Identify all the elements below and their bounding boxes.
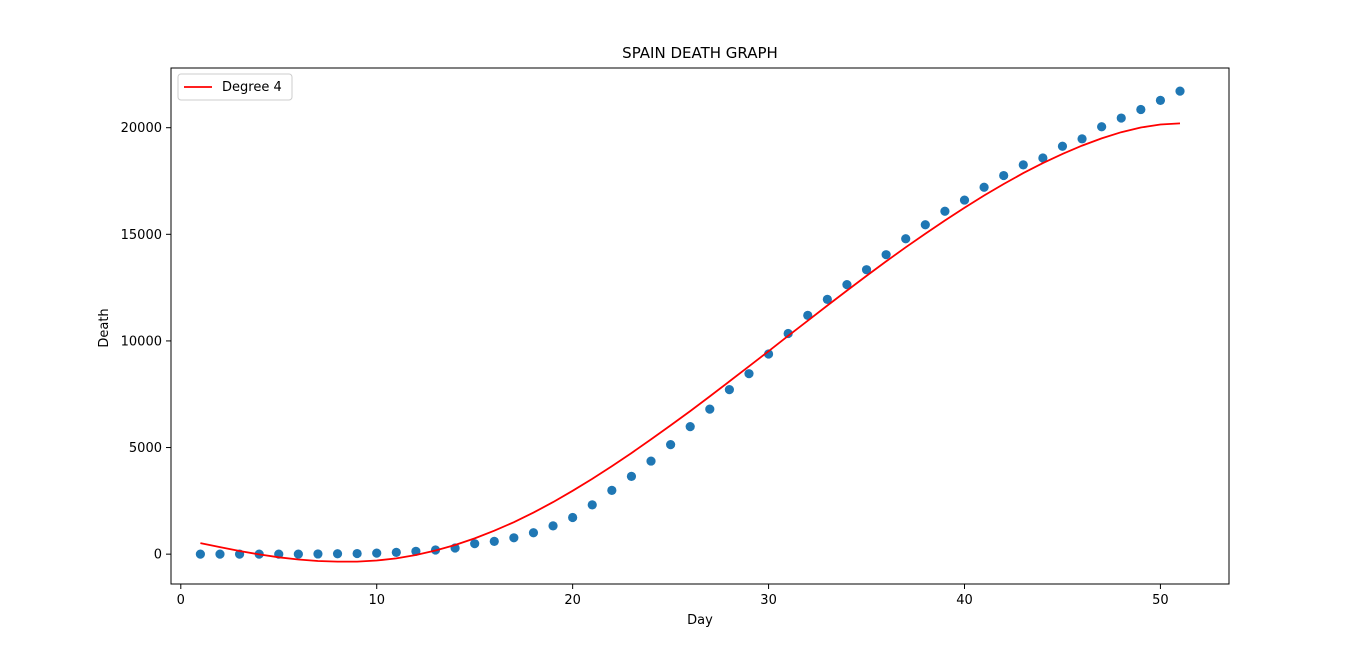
legend-box — [177, 73, 293, 101]
y-axis-label: Death — [97, 308, 112, 347]
data-point — [1057, 141, 1068, 151]
data-point — [842, 280, 852, 290]
data-point — [528, 528, 539, 538]
data-point — [646, 456, 656, 466]
data-point — [999, 170, 1009, 181]
data-point — [1116, 113, 1126, 123]
data-point — [548, 521, 558, 531]
data-point — [901, 234, 911, 244]
data-point — [626, 471, 637, 481]
data-point — [293, 549, 303, 559]
data-point — [881, 250, 891, 260]
y-tick-label: 5000 — [129, 441, 162, 456]
series-line-degree-4 — [200, 122, 1181, 563]
data-point — [666, 439, 676, 450]
data-point — [332, 549, 343, 559]
data-point — [489, 536, 499, 546]
data-point — [1038, 153, 1048, 163]
data-point — [940, 206, 950, 216]
data-point — [979, 182, 989, 192]
data-point — [763, 349, 774, 359]
data-point — [920, 220, 930, 230]
legend: Degree 4 — [177, 73, 293, 101]
data-point — [1018, 160, 1028, 170]
data-point — [959, 195, 970, 205]
data-point — [607, 485, 617, 495]
data-point — [822, 294, 832, 305]
data-point — [744, 369, 754, 379]
plot-area — [170, 67, 1230, 585]
data-point — [313, 549, 323, 559]
data-point — [685, 421, 695, 432]
data-point — [1136, 104, 1146, 115]
x-tick-label: 40 — [956, 593, 973, 608]
data-point — [470, 539, 480, 549]
chart-title: SPAIN DEATH GRAPH — [622, 44, 778, 62]
y-tick-label: 10000 — [121, 334, 162, 349]
data-point — [195, 549, 205, 559]
y-tick-label: 15000 — [121, 228, 162, 243]
x-tick-label: 50 — [1152, 593, 1169, 608]
data-point — [587, 500, 597, 510]
data-point — [391, 547, 401, 557]
data-point — [783, 328, 793, 339]
data-point — [215, 549, 225, 559]
data-point — [861, 265, 872, 275]
y-tick-label: 0 — [154, 548, 162, 563]
data-point — [372, 548, 382, 558]
data-point — [1175, 86, 1185, 96]
data-point — [1097, 122, 1107, 132]
data-point — [1155, 95, 1166, 105]
data-point — [568, 512, 578, 523]
x-tick-label: 30 — [760, 593, 777, 608]
x-axis-ticks: 0 10 20 30 40 50 — [177, 584, 1169, 608]
data-point — [1077, 134, 1087, 144]
data-point — [509, 533, 519, 543]
x-tick-label: 10 — [368, 593, 385, 608]
scatter-points — [195, 86, 1185, 559]
legend-label-degree-4: Degree 4 — [222, 80, 282, 95]
x-tick-label: 0 — [177, 593, 185, 608]
y-tick-label: 20000 — [121, 121, 162, 136]
data-point — [724, 385, 734, 395]
x-tick-label: 20 — [564, 593, 581, 608]
x-axis-label: Day — [687, 613, 713, 628]
data-point — [705, 404, 715, 414]
y-axis-ticks: 0 5000 10000 15000 20000 — [121, 121, 171, 563]
data-point — [352, 548, 362, 559]
data-point — [803, 310, 813, 320]
